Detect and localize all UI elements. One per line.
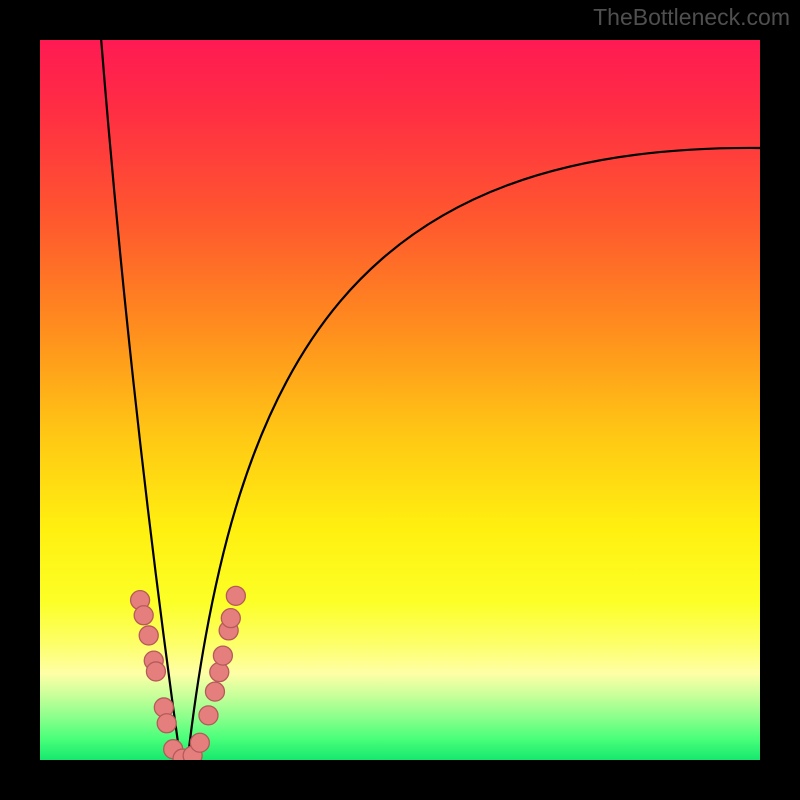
data-marker <box>190 733 209 752</box>
curve-layer <box>40 40 760 760</box>
data-marker <box>221 609 240 628</box>
chart-container: TheBottleneck.com <box>0 0 800 800</box>
marker-group <box>131 586 246 760</box>
data-marker <box>157 714 176 733</box>
data-marker <box>205 682 224 701</box>
curve-right-branch <box>188 148 760 760</box>
data-marker <box>226 586 245 605</box>
curve-left-branch <box>101 40 180 760</box>
plot-area <box>40 40 760 760</box>
data-marker <box>134 606 153 625</box>
data-marker <box>139 626 158 645</box>
data-marker <box>213 646 232 665</box>
data-marker <box>210 663 229 682</box>
watermark-text: TheBottleneck.com <box>593 4 790 31</box>
data-marker <box>146 662 165 681</box>
data-marker <box>199 706 218 725</box>
